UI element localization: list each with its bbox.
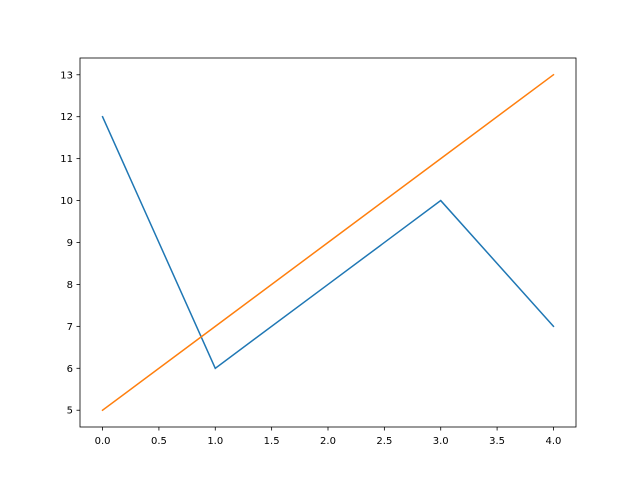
y-tick-label: 12 <box>60 112 73 123</box>
x-tick-label: 3.5 <box>489 436 505 447</box>
series-line-1 <box>101 73 555 412</box>
y-tick-label: 6 <box>67 364 73 375</box>
x-tick-label: 0.0 <box>95 436 111 447</box>
x-tick-label: 2.5 <box>376 436 392 447</box>
y-tick-label: 13 <box>60 70 73 81</box>
y-tick-label: 10 <box>60 196 73 207</box>
y-tick-label: 8 <box>67 280 73 291</box>
x-tick-label: 0.5 <box>151 436 167 447</box>
x-tick-label: 1.5 <box>264 436 280 447</box>
x-tick-label: 2.0 <box>320 436 336 447</box>
y-tick-label: 5 <box>67 406 73 417</box>
y-tick-label: 9 <box>67 238 73 249</box>
y-tick-label: 7 <box>67 322 73 333</box>
x-tick-label: 1.0 <box>207 436 223 447</box>
y-tick-label: 11 <box>60 154 73 165</box>
x-tick-label: 3.0 <box>433 436 449 447</box>
series-line-0 <box>101 115 555 370</box>
x-tick-label: 4.0 <box>546 436 562 447</box>
